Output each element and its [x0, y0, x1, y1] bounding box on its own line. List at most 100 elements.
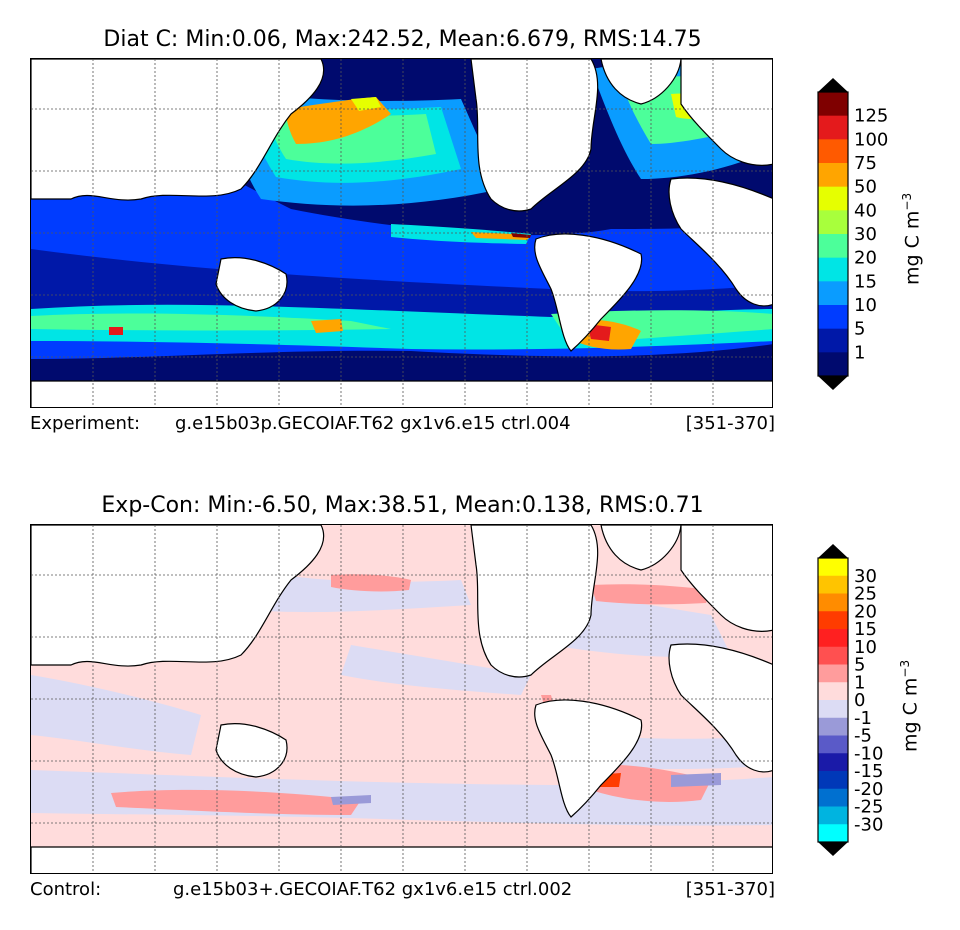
south-america [534, 699, 643, 818]
pos-north-pacific [331, 574, 411, 592]
experiment-colorbar-tick-label: 100 [854, 129, 888, 150]
north-america [470, 59, 599, 212]
control-caption-case: g.e15b03+.GECOIAF.T62 gx1v6.e15 ctrl.002 [173, 879, 573, 900]
difference-colorbar-over-arrow [818, 544, 848, 558]
difference-colorbar-tick-label: 25 [854, 584, 877, 605]
experiment-colorbar-segment [818, 210, 848, 235]
experiment-colorbar-tick-label: 5 [854, 319, 865, 340]
pos-patagonia [591, 764, 711, 802]
difference-colorbar-tick-label: -25 [854, 797, 883, 818]
australia [215, 723, 288, 778]
difference-colorbar-segment [818, 824, 848, 843]
difference-colorbar-segment [818, 664, 848, 683]
control-caption-label: Control: [30, 879, 102, 900]
land [31, 59, 772, 407]
experiment-colorbar-segment [818, 115, 848, 140]
experiment-colorbar-over-arrow [818, 78, 848, 92]
difference-colorbar-segment [818, 682, 848, 701]
experiment-colorbar-tick-label: 20 [854, 248, 877, 269]
experiment-colorbar-segment [818, 352, 848, 377]
equatorial-orange [471, 232, 531, 240]
experiment-colorbar: 125 100 75 50 40 30 20 15 10 5 1 [817, 78, 888, 390]
experiment-colorbar-unit: mg C m−3 [900, 192, 924, 285]
europe [680, 59, 772, 166]
experiment-colorbar-segment [818, 163, 848, 188]
kerguelen-red [109, 327, 123, 335]
experiment-colorbar-segment [818, 139, 848, 164]
antarctic-dark [31, 357, 772, 381]
difference-colorbar-segment [818, 753, 848, 772]
experiment-colorbar-segment [818, 328, 848, 353]
difference-colorbar-tick-label: 10 [854, 637, 877, 658]
difference-title: Exp-Con: Min:-6.50, Max:38.51, Mean:0.13… [101, 493, 704, 518]
north-america [470, 525, 599, 678]
experiment-colorbar-tick-label: 40 [854, 200, 877, 221]
neg-east-pacific [341, 645, 531, 695]
experiment-map [30, 58, 773, 408]
neg-atl-dark [671, 773, 721, 787]
land [31, 525, 772, 873]
control-caption-years: [351-370] [685, 879, 775, 900]
difference-colorbar-segment [818, 788, 848, 807]
experiment-colorbar-tick-label: 10 [854, 295, 877, 316]
difference-colorbar-under-arrow [818, 842, 848, 856]
nz-orange [311, 319, 343, 333]
experiment-colorbar-tick-label: 15 [854, 271, 877, 292]
australia [215, 257, 288, 312]
antarctica [31, 846, 772, 873]
southern-green [31, 313, 391, 331]
south-america [534, 233, 643, 352]
experiment-colorbar-segment [818, 92, 848, 117]
difference-colorbar-segment [818, 593, 848, 612]
neg-southern [31, 770, 772, 826]
difference-colorbar-segment [818, 575, 848, 594]
difference-colorbar-segment [818, 735, 848, 754]
equatorial-cyan [391, 224, 531, 244]
experiment-caption-years: [351-370] [685, 413, 775, 434]
difference-colorbar-segment [818, 629, 848, 648]
antarctica [31, 380, 772, 407]
africa [668, 643, 772, 773]
experiment-caption-label: Experiment: [30, 413, 141, 434]
experiment-colorbar-tick-label: 50 [854, 177, 877, 198]
pos-southern [111, 789, 361, 815]
difference-colorbar-tick-label: 20 [854, 601, 877, 622]
difference-colorbar-tick-label: 30 [854, 566, 877, 587]
difference-colorbar-segment [818, 611, 848, 630]
difference-colorbar-unit: mg C m−3 [898, 659, 922, 752]
greenland [600, 525, 682, 571]
eurasia [31, 59, 325, 201]
difference-colorbar-tick-label: 5 [854, 655, 865, 676]
difference-colorbar-tick-label: 0 [854, 690, 865, 711]
difference-colorbar-segment [818, 700, 848, 719]
experiment-caption-case: g.e15b03p.GECOIAF.T62 gx1v6.e15 ctrl.004 [175, 413, 571, 434]
difference-colorbar-tick-label: -10 [854, 743, 883, 764]
experiment-colorbar-segment [818, 257, 848, 282]
difference-colorbar-segment [818, 806, 848, 825]
africa [668, 177, 772, 307]
greenland [600, 59, 682, 105]
difference-colorbar-segment [818, 558, 848, 577]
difference-colorbar-tick-label: -15 [854, 761, 883, 782]
experiment-colorbar-tick-label: 1 [854, 342, 865, 363]
eurasia [31, 525, 325, 667]
difference-colorbar-segment [818, 771, 848, 790]
experiment-colorbar-segment [818, 186, 848, 211]
difference-colorbar-tick-label: 15 [854, 619, 877, 640]
difference-colorbar-tick-label: -20 [854, 779, 883, 800]
equatorial-red [511, 233, 531, 238]
difference-colorbar-tick-label: -5 [854, 726, 872, 747]
neg-indian [31, 675, 201, 755]
difference-colorbar-tick-label: -1 [854, 708, 872, 729]
experiment-colorbar-tick-label: 30 [854, 224, 877, 245]
difference-colorbar-tick-label: -30 [854, 814, 883, 835]
north-pacific-yellow [351, 97, 381, 111]
difference-colorbar-segment [818, 646, 848, 665]
difference-colorbar-tick-label: 1 [854, 672, 865, 693]
difference-colorbar: 30 25 20 15 10 5 1 0 -1 -5 -10 -15 -20 -25 -30 [817, 544, 883, 856]
experiment-colorbar-tick-label: 75 [854, 153, 877, 174]
experiment-colorbar-segment [818, 305, 848, 330]
europe [680, 525, 772, 632]
experiment-colorbar-segment [818, 234, 848, 259]
experiment-title: Diat C: Min:0.06, Max:242.52, Mean:6.679… [103, 27, 702, 52]
